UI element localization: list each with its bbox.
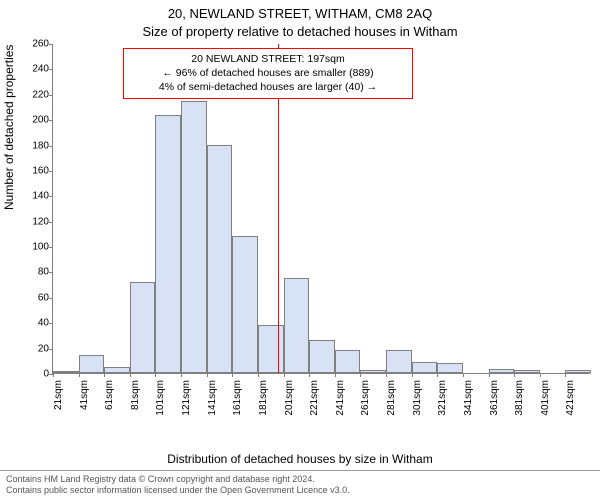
histogram-bar xyxy=(181,101,207,373)
y-tick-label: 40 xyxy=(21,318,49,329)
y-tick-label: 220 xyxy=(21,89,49,100)
title-line1: 20, NEWLAND STREET, WITHAM, CM8 2AQ xyxy=(0,6,600,21)
histogram-bar xyxy=(386,350,412,373)
y-tick-label: 160 xyxy=(21,165,49,176)
y-tick-label: 0 xyxy=(21,369,49,380)
callout-box: 20 NEWLAND STREET: 197sqm← 96% of detach… xyxy=(123,48,413,99)
y-axis-label: Number of detached properties xyxy=(2,45,16,210)
callout-line3: 4% of semi-detached houses are larger (4… xyxy=(130,80,406,94)
histogram-bar xyxy=(565,370,591,373)
histogram-bar xyxy=(489,369,515,373)
histogram-bar xyxy=(104,367,130,373)
title-line2: Size of property relative to detached ho… xyxy=(0,24,600,39)
y-tick-label: 60 xyxy=(21,292,49,303)
y-tick-label: 140 xyxy=(21,191,49,202)
histogram-bar xyxy=(309,340,335,373)
y-tick-label: 100 xyxy=(21,242,49,253)
y-tick-label: 80 xyxy=(21,267,49,278)
histogram-bar xyxy=(53,371,79,373)
histogram-bar xyxy=(207,145,233,373)
histogram-bar xyxy=(155,115,181,373)
histogram-bar xyxy=(335,350,361,373)
y-tick-label: 180 xyxy=(21,140,49,151)
histogram-bar xyxy=(232,236,258,373)
footer-line2: Contains public sector information licen… xyxy=(6,485,594,496)
y-tick-label: 260 xyxy=(21,39,49,50)
y-tick-label: 200 xyxy=(21,115,49,126)
chart-container: 20, NEWLAND STREET, WITHAM, CM8 2AQ Size… xyxy=(0,0,600,500)
footer-line1: Contains HM Land Registry data © Crown c… xyxy=(6,474,594,485)
histogram-bar xyxy=(258,325,284,373)
histogram-bar xyxy=(79,355,105,373)
histogram-bar xyxy=(514,370,540,373)
callout-line1: 20 NEWLAND STREET: 197sqm xyxy=(130,52,406,66)
histogram-bar xyxy=(360,370,386,373)
y-tick-label: 240 xyxy=(21,64,49,75)
y-tick-label: 20 xyxy=(21,343,49,354)
histogram-bar xyxy=(437,363,463,373)
plot-area: 02040608010012014016018020022024026021sq… xyxy=(52,44,590,374)
histogram-bar xyxy=(284,278,310,373)
x-axis-label: Distribution of detached houses by size … xyxy=(0,452,600,466)
callout-line2: ← 96% of detached houses are smaller (88… xyxy=(130,66,406,80)
histogram-bar xyxy=(130,282,156,373)
footer: Contains HM Land Registry data © Crown c… xyxy=(0,470,600,500)
y-tick-label: 120 xyxy=(21,216,49,227)
histogram-bar xyxy=(412,362,438,373)
